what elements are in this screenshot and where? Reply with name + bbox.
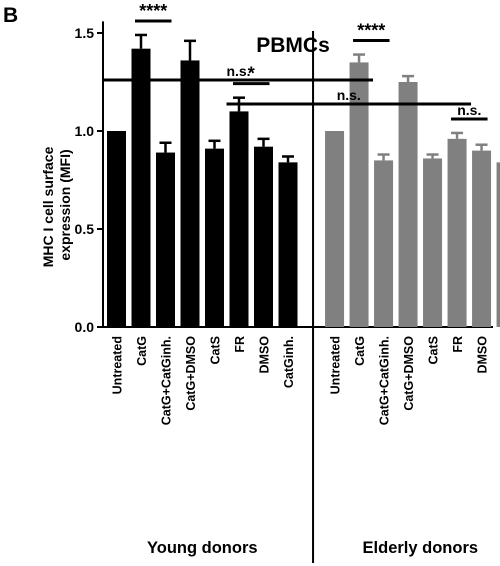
bar <box>472 150 492 327</box>
bar <box>423 158 443 327</box>
significance-annotations: n.s.n.s.*********n.s. <box>104 1 488 121</box>
x-tick-label: DMSO <box>476 336 490 374</box>
x-tick-label: FR <box>451 336 465 353</box>
group-label: Elderly donors <box>363 539 479 557</box>
bar <box>254 146 273 327</box>
x-tick-label: CatG <box>135 336 149 366</box>
group-label: Young donors <box>147 539 258 557</box>
y-axis-label-line-2: expression (MFI) <box>57 149 73 260</box>
bar <box>325 131 345 327</box>
x-tick-label: CatS <box>427 336 441 364</box>
x-tick-label: CatG+DMSO <box>184 336 198 411</box>
bar <box>131 48 151 328</box>
x-tick-label: CatG+CatGinh. <box>160 336 174 425</box>
bar <box>205 148 224 327</box>
x-tick-labels: Untreated CatG CatG+CatGinh. CatG+DMSO CatS F… <box>111 336 490 426</box>
significance-label: n.s. <box>457 102 481 118</box>
significance-label: n.s. <box>337 87 361 103</box>
y-tick-label: 1.5 <box>75 25 95 41</box>
x-tick-label: CatG <box>353 336 367 366</box>
x-tick-label: CatS <box>209 336 223 364</box>
x-tick-label: DMSO <box>258 336 272 374</box>
bar <box>374 160 394 327</box>
significance-label: n.s. <box>226 63 250 79</box>
bar <box>496 162 500 327</box>
bar <box>156 152 175 327</box>
bar <box>447 138 467 327</box>
bar <box>278 162 298 327</box>
x-tick-label: CatG+DMSO <box>402 336 416 411</box>
bar <box>349 62 369 328</box>
bar <box>107 131 126 327</box>
bar <box>398 82 418 327</box>
x-tick-label: CatGinh. <box>282 336 296 388</box>
x-tick-label: Untreated <box>111 336 125 394</box>
chart-title: PBMCs <box>256 34 330 57</box>
significance-label: **** <box>139 1 167 21</box>
x-tick-label: CatG+CatGinh. <box>378 336 392 425</box>
significance-label: **** <box>357 21 385 41</box>
significance-label: * <box>248 64 255 84</box>
y-axis-label-line-1: MHC I cell surface <box>40 146 56 267</box>
panel-label: B <box>3 4 18 27</box>
y-tick-label: 1.0 <box>75 123 95 139</box>
y-tick-label: 0.5 <box>75 221 95 237</box>
bar <box>180 60 200 327</box>
x-tick-label: Untreated <box>329 336 343 394</box>
bar <box>229 111 249 328</box>
x-tick-label: FR <box>233 336 247 353</box>
y-tick-label: 0.0 <box>75 319 95 335</box>
group-labels: Young donors Elderly donors <box>147 539 478 557</box>
y-axis-label: MHC I cell surface expression (MFI) <box>40 143 73 268</box>
bars <box>107 33 500 328</box>
